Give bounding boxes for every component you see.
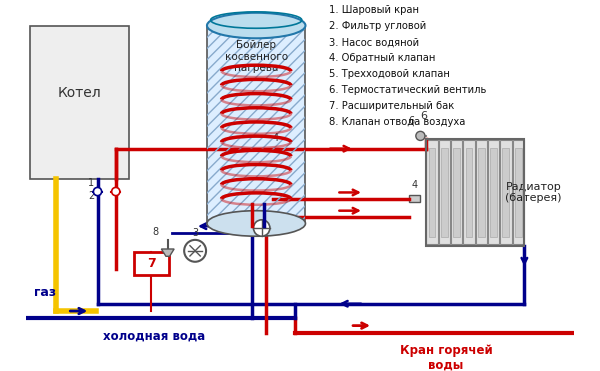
Text: 6. Термостатический вентиль: 6. Термостатический вентиль xyxy=(329,85,487,95)
Text: 1: 1 xyxy=(88,178,95,188)
Circle shape xyxy=(253,220,270,236)
Text: холодная вода: холодная вода xyxy=(103,329,205,342)
Text: 3: 3 xyxy=(192,228,198,238)
Text: 7. Расширительный бак: 7. Расширительный бак xyxy=(329,101,454,111)
Circle shape xyxy=(94,187,101,196)
Text: Котел: Котел xyxy=(58,86,101,100)
Bar xyxy=(451,141,463,244)
Text: 2. Фильтр угловой: 2. Фильтр угловой xyxy=(329,22,427,32)
Text: 4: 4 xyxy=(412,180,418,190)
Bar xyxy=(134,252,169,275)
Bar xyxy=(453,148,460,237)
Circle shape xyxy=(184,240,206,262)
Text: 1. Шаровый кран: 1. Шаровый кран xyxy=(329,6,419,16)
Bar xyxy=(512,141,524,244)
Bar xyxy=(426,139,524,246)
Bar xyxy=(478,148,485,237)
Bar xyxy=(515,148,521,237)
Ellipse shape xyxy=(207,13,305,38)
Text: Радиатор
(батерея): Радиатор (батерея) xyxy=(505,182,562,203)
Text: Кран горячей
воды: Кран горячей воды xyxy=(400,344,493,371)
Bar xyxy=(30,26,128,179)
Text: 8. Клапан отвода воздуха: 8. Клапан отвода воздуха xyxy=(329,117,466,127)
Bar xyxy=(463,141,475,244)
Text: 4. Обратный клапан: 4. Обратный клапан xyxy=(329,53,436,63)
Text: газ: газ xyxy=(34,286,56,299)
Bar xyxy=(476,141,487,244)
Bar xyxy=(441,148,448,237)
Text: 3. Насос водяной: 3. Насос водяной xyxy=(329,37,419,47)
Text: 2: 2 xyxy=(88,191,95,201)
Bar xyxy=(207,26,305,223)
Text: 5. Трехходовой клапан: 5. Трехходовой клапан xyxy=(329,69,450,79)
Circle shape xyxy=(416,131,425,141)
Text: Бойлер
косвенного
нагрева: Бойлер косвенного нагрева xyxy=(224,40,288,73)
Text: 6: 6 xyxy=(408,116,415,126)
Text: 8: 8 xyxy=(152,227,158,237)
Bar xyxy=(490,148,497,237)
Ellipse shape xyxy=(207,211,305,236)
Text: 4: 4 xyxy=(272,133,279,143)
Text: 6: 6 xyxy=(421,111,428,121)
Bar xyxy=(466,148,472,237)
Polygon shape xyxy=(161,249,174,256)
Bar xyxy=(439,141,450,244)
Bar xyxy=(427,141,438,244)
Bar xyxy=(207,26,305,223)
Text: 7: 7 xyxy=(147,257,156,270)
Bar xyxy=(409,195,421,203)
Bar xyxy=(502,148,509,237)
Text: 5: 5 xyxy=(263,214,270,224)
Bar xyxy=(500,141,512,244)
Circle shape xyxy=(112,187,120,196)
Bar xyxy=(428,148,436,237)
Bar xyxy=(488,141,499,244)
